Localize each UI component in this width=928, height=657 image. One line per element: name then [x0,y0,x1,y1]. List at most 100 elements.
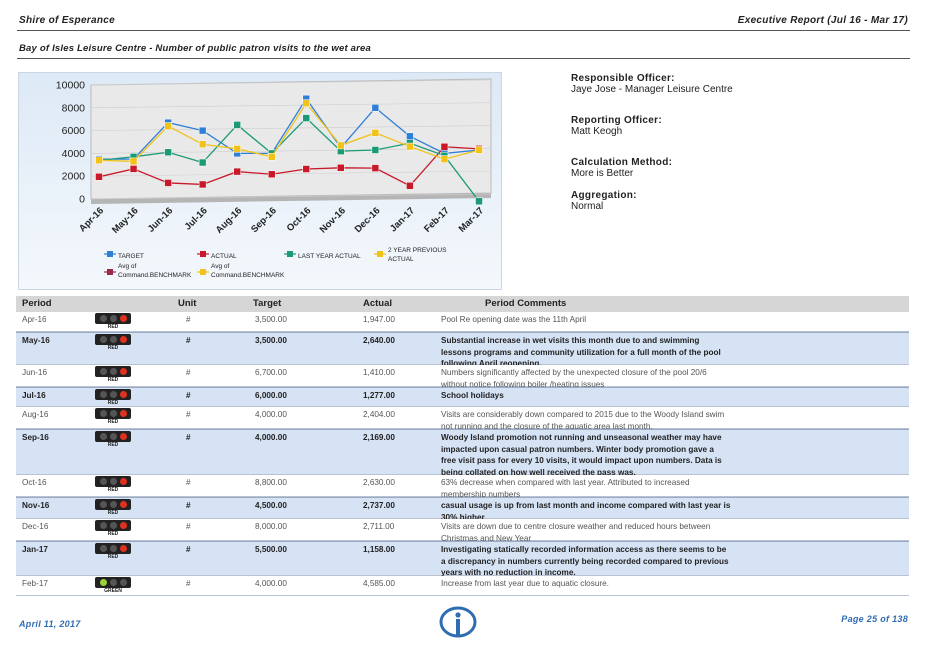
row-actual: 2,404.00 [363,410,395,419]
row-target: 8,800.00 [255,478,287,487]
traffic-light-icon: RED [95,499,131,517]
data-point [371,146,380,154]
x-tick-label: May-16 [110,205,141,236]
calculation-method-value: More is Better [571,168,634,179]
traffic-light-icon: RED [95,543,131,561]
data-point [233,121,241,129]
data-point [337,141,345,150]
row-period: Jul-16 [22,391,46,400]
status-label: RED [107,419,119,425]
data-point [440,155,449,163]
y-tick-label: 4000 [62,148,86,160]
x-tick-label: Jul-16 [183,205,210,232]
header-comments: Period Comments [485,298,567,309]
row-unit: # [186,433,191,442]
row-unit: # [186,336,191,345]
data-point [475,146,483,154]
row-target: 4,000.00 [255,579,287,588]
table-row: Jul-16 RED #6,000.00 1,277.00 School holiday… [16,387,909,407]
data-point [267,170,276,179]
data-point [198,158,207,167]
data-point [371,164,380,172]
traffic-light-icon: RED [95,366,131,384]
row-period: Feb-17 [22,579,48,588]
row-actual: 2,640.00 [363,336,395,345]
traffic-light-icon: GREEN [95,577,131,595]
legend-marker [107,269,113,275]
x-tick-label: Feb-17 [422,205,451,234]
row-comment: Pool Re opening date was the 11th April [441,315,587,324]
row-actual: 1,947.00 [363,315,395,324]
status-label: RED [107,531,119,537]
row-comment: Numbers significantly affected by the un… [441,368,707,389]
row-actual: 4,585.00 [363,579,395,588]
plot-floor [91,193,491,204]
row-comment: Visits are down due to centre closure we… [441,522,711,543]
row-period: Dec-16 [22,522,49,531]
y-tick-label: 2000 [62,171,86,183]
table-row: Jun-16 RED #6,700.00 1,410.00 Numbers signif… [16,365,909,389]
series-line [98,117,480,202]
row-actual: 1,410.00 [363,368,395,377]
shire-logo-icon [439,606,477,638]
row-period: May-16 [22,336,50,345]
row-target: 6,000.00 [255,391,287,400]
series-line [98,102,480,163]
row-period: Jan-17 [22,545,48,554]
row-target: 8,000.00 [255,522,287,531]
data-point [198,126,207,135]
y-tick-label: 8000 [62,102,86,114]
legend-label: Avg of Command.BENCHMARK [211,263,285,279]
gridline [90,79,492,86]
table-row: May-16 RED #3,500.00 2,640.00 Substantial in… [16,332,909,368]
gridline [90,148,492,154]
organisation-name: Shire of Esperance [19,15,115,26]
row-comment: casual usage is up from last month and i… [441,501,731,522]
footer-date: April 11, 2017 [19,619,81,629]
table-row: Aug-16 RED #4,000.00 2,404.00 Visits are con… [16,407,909,431]
data-point [129,157,138,166]
row-unit: # [186,579,191,588]
status-label: RED [107,400,119,406]
row-comment: 63% decrease when compared with last yea… [441,478,690,499]
row-target: 4,500.00 [255,501,287,510]
row-target: 3,500.00 [255,336,287,345]
reporting-officer-label: Reporting Officer: [571,115,662,126]
data-point [302,114,311,122]
data-point [302,165,311,173]
traffic-light-icon: RED [95,408,131,426]
row-period: Jun-16 [22,368,48,377]
subtitle-divider [17,58,910,59]
report-title: Executive Report (Jul 16 - Mar 17) [737,15,908,26]
traffic-light-icon: RED [95,520,131,538]
table-row: Apr-16 RED #3,500.00 1,947.00 Pool Re openin… [16,312,909,332]
data-point [233,167,241,176]
data-point [337,164,345,172]
table-row: Jan-17 RED #5,500.00 1,158.00 Investigating … [16,541,909,577]
row-period: Nov-16 [22,501,50,510]
row-period: Sep-16 [22,433,49,442]
aggregation-label: Aggregation: [571,190,637,201]
calculation-method-label: Calculation Method: [571,157,673,168]
data-point [371,129,380,137]
data-point [164,148,172,157]
row-target: 4,000.00 [255,410,287,419]
chart-panel: 0 2000 4000 6000 8000 10000 Apr-16 May-16 Jun-16… [18,72,502,290]
row-unit: # [186,315,191,324]
row-actual: 2,630.00 [363,478,395,487]
status-label: GREEN [104,588,122,594]
header-actual: Actual [363,298,393,309]
row-comment: Investigating statically recorded inform… [441,545,729,577]
row-unit: # [186,501,191,510]
x-tick-label: Dec-16 [353,205,383,235]
x-tick-label: Oct-16 [285,205,314,234]
table-row: Oct-16 RED #8,800.00 2,630.00 63% decrease w… [16,475,909,499]
row-period: Oct-16 [22,478,47,487]
data-point [440,142,449,151]
data-point [95,156,103,164]
aggregation-value: Normal [571,201,604,212]
legend-label: ACTUAL [211,253,237,260]
data-point [406,182,414,190]
row-target: 3,500.00 [255,315,287,324]
data-point [406,132,414,141]
